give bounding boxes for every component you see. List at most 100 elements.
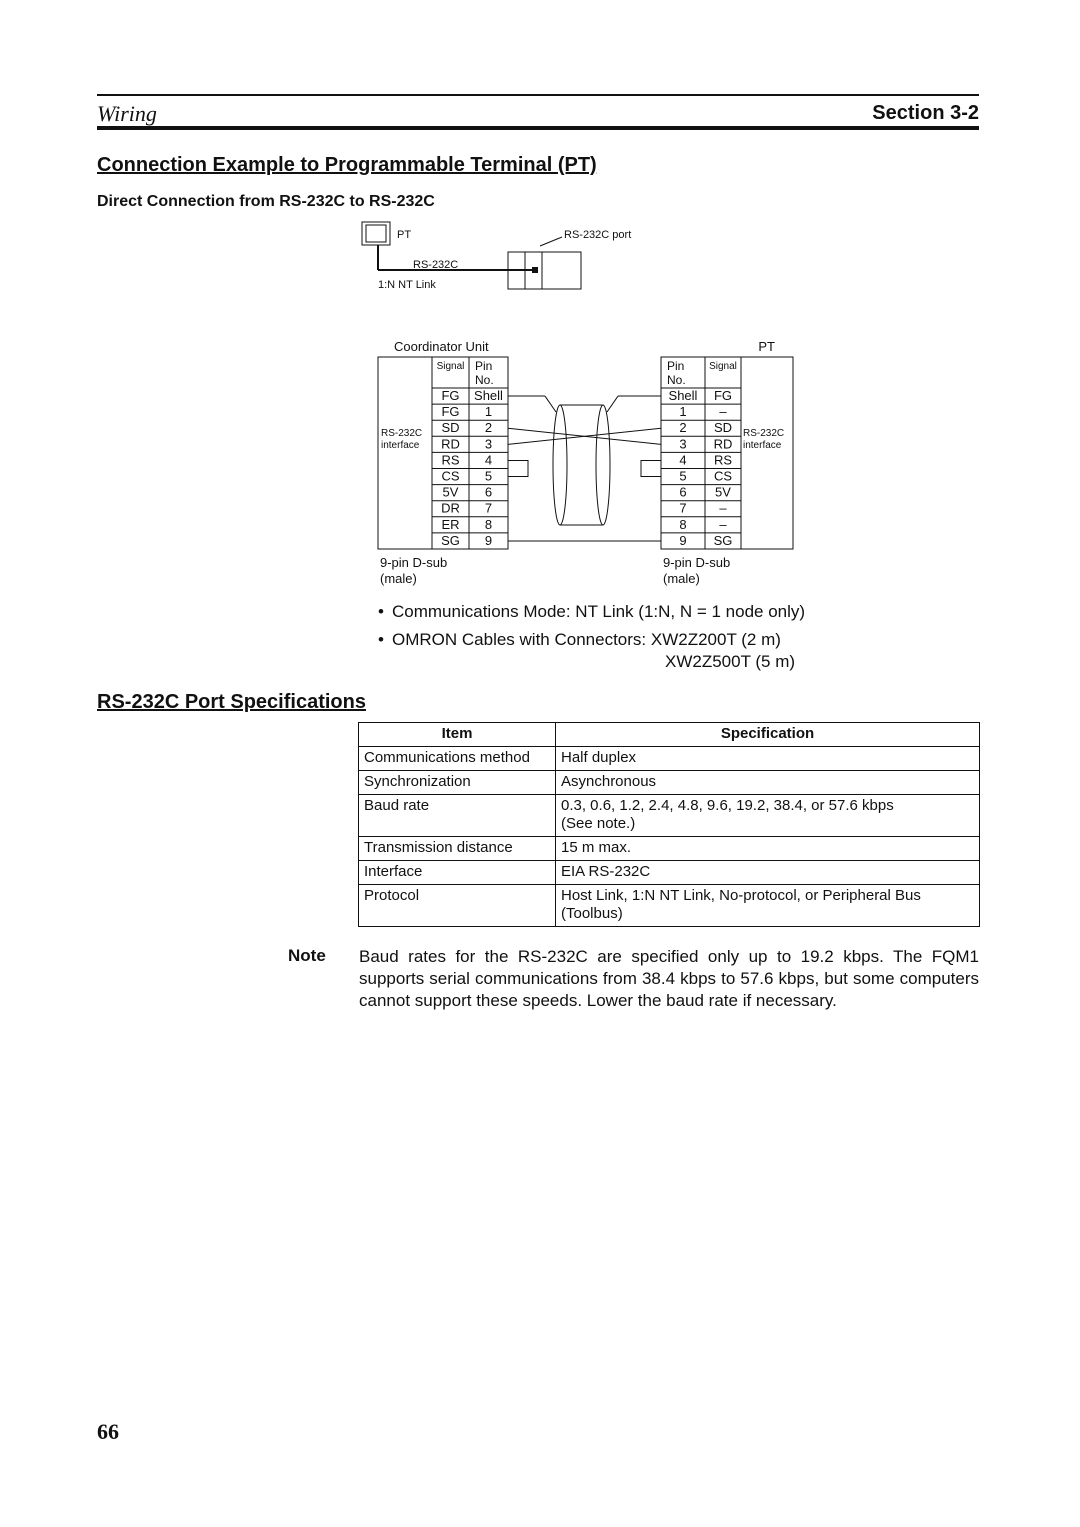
- signal: RD: [441, 436, 460, 451]
- header-rule: [97, 94, 979, 96]
- pin: 9: [485, 533, 492, 548]
- label: PT: [397, 229, 411, 241]
- signal: FG: [441, 388, 459, 403]
- spec-cell: Host Link, 1:N NT Link, No-protocol, or …: [555, 884, 980, 927]
- table-header-cell: Item: [358, 722, 556, 747]
- signal: RS: [441, 452, 459, 467]
- signal: SG: [441, 533, 460, 548]
- pin: Shell: [669, 388, 698, 403]
- pin: Shell: [474, 388, 503, 403]
- wire: [507, 427, 662, 445]
- spec-line: Asynchronous: [561, 773, 657, 790]
- table-row: Interface EIA RS-232C: [358, 860, 980, 885]
- pin: 1: [485, 404, 492, 419]
- pin: 5: [679, 469, 686, 484]
- page-number: 66: [97, 1419, 119, 1444]
- bullet-text: OMRON Cables with Connectors: XW2Z200T (…: [392, 630, 781, 649]
- signal: CS: [714, 469, 732, 484]
- signal: ER: [441, 517, 459, 532]
- pin: 4: [485, 452, 492, 467]
- spec-cell: 15 m max.: [555, 836, 980, 861]
- connector-label: 9-pin D-sub: [380, 555, 447, 570]
- bullet-text: XW2Z500T (5 m): [665, 652, 796, 671]
- item-cell: Interface: [358, 860, 556, 885]
- pin: 5: [485, 469, 492, 484]
- box: [365, 224, 387, 243]
- box: [507, 251, 582, 290]
- signal: CS: [441, 469, 459, 484]
- signal: –: [719, 404, 727, 419]
- pin: 8: [485, 517, 492, 532]
- item-cell: Transmission distance: [358, 836, 556, 861]
- section-name: Wiring: [97, 101, 157, 126]
- table-header-cell: Specification: [555, 722, 980, 747]
- table-row: Baud rate 0.3, 0.6, 1.2, 2.4, 4.8, 9.6, 1…: [358, 794, 980, 837]
- subheading: Direct Connection from RS-232C to RS-232…: [97, 193, 435, 210]
- signal: RS: [714, 452, 732, 467]
- spec-table: Item Specification Communications method Ha…: [358, 722, 980, 927]
- column-header: Signal: [709, 361, 737, 372]
- diagram-title: Coordinator Unit: [394, 339, 489, 354]
- connector-label: (male): [663, 571, 700, 586]
- pin: 7: [485, 501, 492, 516]
- spec-line: 15 m max.: [561, 839, 632, 856]
- pin: 3: [485, 436, 492, 451]
- column-header: Pin: [667, 359, 684, 373]
- signal: SD: [714, 420, 732, 435]
- item-cell: Synchronization: [358, 770, 556, 795]
- item-cell: Baud rate: [358, 794, 556, 837]
- interface-label: RS-232C: [381, 428, 422, 439]
- label: 1:N NT Link: [378, 279, 436, 291]
- pin: 6: [679, 485, 686, 500]
- column-header: Pin: [475, 359, 492, 373]
- pin: 6: [485, 485, 492, 500]
- bullet-dot: •: [378, 602, 384, 621]
- pin: 2: [485, 420, 492, 435]
- pin: 4: [679, 452, 686, 467]
- connector-label: 9-pin D-sub: [663, 555, 730, 570]
- pin: 2: [679, 420, 686, 435]
- interface-label: interface: [381, 440, 420, 451]
- loopback: [640, 459, 661, 478]
- signal: SD: [441, 420, 459, 435]
- section-number: Section 3-2: [872, 102, 979, 124]
- connector-dot: [532, 267, 538, 273]
- signal: –: [719, 517, 727, 532]
- interface-label: interface: [743, 440, 782, 451]
- wire: [539, 236, 563, 247]
- cable-shield: [595, 404, 611, 526]
- table-row: Communications method Half duplex: [358, 746, 980, 771]
- column-header: No.: [667, 373, 686, 387]
- signal: 5V: [443, 485, 459, 500]
- spec-line: (Toolbus): [561, 905, 623, 922]
- connector-label: (male): [380, 571, 417, 586]
- wire: [606, 395, 619, 413]
- table-header-row: Item Specification: [358, 722, 980, 747]
- pin: 7: [679, 501, 686, 516]
- label: RS-232C: [413, 259, 458, 271]
- label: RS-232C port: [564, 229, 631, 241]
- header-rule-thick: [97, 126, 979, 130]
- diagram-title: PT: [758, 339, 775, 354]
- item-cell: Protocol: [358, 884, 556, 927]
- spec-cell: EIA RS-232C: [555, 860, 980, 885]
- signal: DR: [441, 501, 460, 516]
- pin: 3: [679, 436, 686, 451]
- spec-line: Half duplex: [561, 749, 637, 766]
- column-header: No.: [475, 373, 494, 387]
- wiring-diagram: PT RS-232C port RS-232C 1:N NT Link Coordina…: [361, 221, 794, 586]
- bullet-text: Communications Mode: NT Link (1:N, N = 1…: [392, 602, 806, 621]
- bullet-dot: •: [378, 630, 384, 649]
- spec-cell: Asynchronous: [555, 770, 980, 795]
- pin: 9: [679, 533, 686, 548]
- pin: 8: [679, 517, 686, 532]
- note-text: Baud rates for the RS-232C are specified…: [359, 947, 979, 1010]
- signal: –: [719, 501, 727, 516]
- heading: Connection Example to Programmable Termi…: [97, 154, 597, 176]
- table-row: Protocol Host Link, 1:N NT Link, No-proto…: [358, 884, 980, 927]
- column-header: Signal: [437, 361, 465, 372]
- spec-cell: 0.3, 0.6, 1.2, 2.4, 4.8, 9.6, 19.2, 38.4…: [555, 794, 980, 837]
- wire: [544, 395, 557, 413]
- table-row: Synchronization Asynchronous: [358, 770, 980, 795]
- signal: SG: [714, 533, 733, 548]
